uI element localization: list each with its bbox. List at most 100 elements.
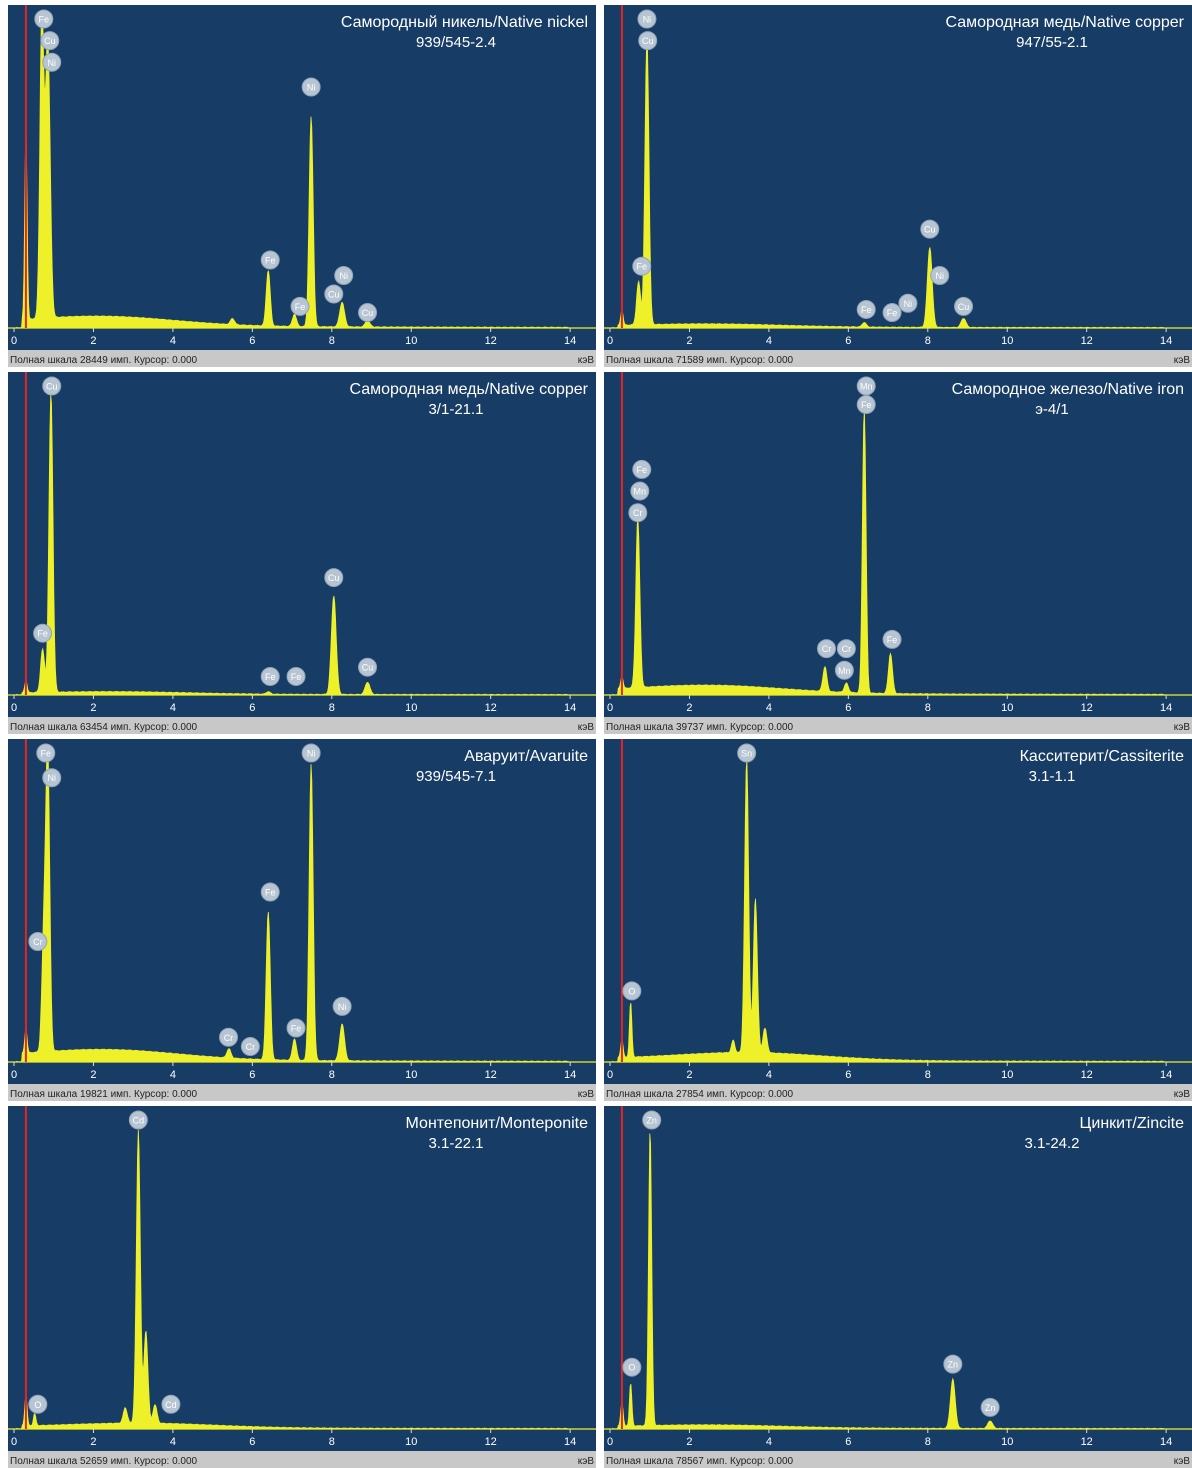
svg-text:Ni: Ni bbox=[307, 749, 316, 759]
x-tick-label: 14 bbox=[1160, 1436, 1172, 1448]
plot-area bbox=[8, 372, 596, 717]
x-tick-label: 6 bbox=[845, 1069, 851, 1081]
svg-text:Cd: Cd bbox=[133, 1116, 145, 1126]
svg-text:Fe: Fe bbox=[887, 308, 898, 318]
spectrum-series bbox=[611, 39, 1165, 329]
x-tick-label: 0 bbox=[11, 702, 17, 714]
element-label: Fe bbox=[286, 1018, 306, 1038]
x-tick-label: 12 bbox=[1081, 335, 1093, 347]
element-label: Zn bbox=[980, 1397, 1000, 1417]
svg-text:Cr: Cr bbox=[246, 1042, 256, 1052]
spectrum-panel: 0 2 4 6 8 10 12 14 Sn O Касситерит/Cassiterite 3.1-… bbox=[604, 739, 1192, 1101]
status-bar bbox=[604, 717, 1192, 734]
x-tick-label: 10 bbox=[1001, 335, 1013, 347]
svg-text:Ni: Ni bbox=[935, 271, 944, 281]
element-label: Cd bbox=[161, 1394, 181, 1414]
spectrum-chart: 0 2 4 6 8 10 12 14 Cu Fe Cu Fe Fe Cu Самородная медь/N… bbox=[8, 372, 596, 734]
svg-text:Fe: Fe bbox=[861, 305, 872, 315]
x-tick-label: 10 bbox=[1001, 1069, 1013, 1081]
spectrum-chart: 0 2 4 6 8 10 12 14 Zn O Zn Zn Цинкит/Zincite3.1-24.2… bbox=[604, 1106, 1192, 1468]
svg-text:Cu: Cu bbox=[958, 302, 970, 312]
unit-label: кэВ bbox=[1174, 1089, 1191, 1100]
x-tick-label: 8 bbox=[329, 335, 335, 347]
spectrum-series bbox=[15, 751, 569, 1063]
x-tick-label: 4 bbox=[170, 702, 176, 714]
svg-text:Ni: Ni bbox=[643, 15, 652, 25]
element-label: Sn bbox=[737, 743, 757, 763]
element-label: Cr bbox=[240, 1037, 260, 1057]
x-tick-label: 8 bbox=[329, 1069, 335, 1081]
svg-text:Zn: Zn bbox=[948, 1360, 959, 1370]
x-tick-label: 4 bbox=[170, 335, 176, 347]
unit-label: кэВ bbox=[578, 1089, 595, 1100]
status-bar bbox=[604, 1084, 1192, 1101]
svg-text:O: O bbox=[34, 1400, 41, 1410]
element-label: O bbox=[622, 1357, 642, 1377]
svg-text:Cu: Cu bbox=[44, 36, 56, 46]
element-label: Cu bbox=[638, 31, 658, 51]
x-tick-label: 12 bbox=[485, 335, 497, 347]
svg-text:Fe: Fe bbox=[265, 888, 276, 898]
x-tick-label: 10 bbox=[1001, 1436, 1013, 1448]
element-label: Cu bbox=[358, 657, 378, 677]
x-tick-label: 10 bbox=[405, 335, 417, 347]
svg-text:Fe: Fe bbox=[41, 749, 52, 759]
spectrum-panel: 0 2 4 6 8 10 12 14 Ni Cu Fe Cu Ni Fe Fe Ni Cu Самородная … bbox=[604, 5, 1192, 367]
x-tick-label: 6 bbox=[845, 335, 851, 347]
svg-text:Cu: Cu bbox=[642, 36, 654, 46]
unit-label: кэВ bbox=[1174, 355, 1191, 366]
element-label: Cu bbox=[920, 219, 940, 239]
element-label: Ni bbox=[930, 265, 950, 285]
element-label: Cu bbox=[42, 376, 62, 396]
svg-text:Mn: Mn bbox=[838, 666, 851, 676]
plot-area bbox=[604, 372, 1192, 717]
svg-text:Mn: Mn bbox=[860, 382, 873, 392]
element-label: O bbox=[622, 981, 642, 1001]
element-label: Mn bbox=[630, 481, 650, 501]
x-tick-label: 4 bbox=[766, 1069, 772, 1081]
x-tick-label: 8 bbox=[925, 1069, 931, 1081]
plot-area bbox=[604, 5, 1192, 350]
spectrum-sample-id: 939/545-2.4 bbox=[416, 34, 496, 51]
spectrum-title: Монтепонит/Monteponite bbox=[406, 1115, 589, 1132]
element-label: Fe bbox=[260, 250, 280, 270]
spectrum-series bbox=[15, 1129, 569, 1430]
spectrum-sample-id: 3.1-22.1 bbox=[428, 1135, 483, 1152]
svg-text:Ni: Ni bbox=[338, 1002, 347, 1012]
spectrum-chart: 0 2 4 6 8 10 12 14 Fe Cu Ni Ni Fe Fe Ni Cu Cu Самородный … bbox=[8, 5, 596, 367]
status-bar bbox=[8, 717, 596, 734]
unit-label: кэВ bbox=[578, 355, 595, 366]
svg-text:Fe: Fe bbox=[637, 465, 648, 475]
x-tick-label: 10 bbox=[405, 1069, 417, 1081]
spectrum-title: Самородное железо/Native iron bbox=[952, 381, 1184, 398]
spectrum-panel: 0 2 4 6 8 10 12 14 Cu Fe Cu Fe Fe Cu Самородная медь/N… bbox=[8, 372, 596, 734]
status-bar bbox=[8, 350, 596, 367]
svg-text:Fe: Fe bbox=[291, 672, 302, 682]
svg-text:Ni: Ni bbox=[47, 58, 56, 68]
svg-text:Cu: Cu bbox=[46, 382, 58, 392]
x-tick-label: 8 bbox=[925, 335, 931, 347]
spectrum-chart: 0 2 4 6 8 10 12 14 Cd O Cd Монтепонит/Monteponite 3.… bbox=[8, 1106, 596, 1468]
element-label: Fe bbox=[36, 743, 56, 763]
element-label: Cr bbox=[28, 931, 48, 951]
status-text: Полная шкала 19821 имп. Курсор: 0.000 bbox=[10, 1089, 198, 1100]
element-label: Ni bbox=[332, 996, 352, 1016]
x-tick-label: 0 bbox=[607, 1436, 613, 1448]
svg-text:Fe: Fe bbox=[295, 302, 306, 312]
x-tick-label: 0 bbox=[607, 702, 613, 714]
x-tick-label: 0 bbox=[607, 335, 613, 347]
x-tick-label: 6 bbox=[249, 702, 255, 714]
svg-text:O: O bbox=[628, 986, 635, 996]
unit-label: кэВ bbox=[578, 722, 595, 733]
plot-area bbox=[604, 739, 1192, 1084]
svg-text:Zn: Zn bbox=[985, 1403, 996, 1413]
svg-text:Fe: Fe bbox=[291, 1024, 302, 1034]
x-tick-label: 14 bbox=[564, 1436, 576, 1448]
plot-area bbox=[8, 1106, 596, 1451]
status-bar bbox=[604, 350, 1192, 367]
svg-text:Cd: Cd bbox=[165, 1400, 177, 1410]
status-text: Полная шкала 39737 имп. Курсор: 0.000 bbox=[606, 722, 794, 733]
svg-text:Fe: Fe bbox=[637, 262, 648, 272]
svg-text:Cr: Cr bbox=[842, 644, 852, 654]
spectrum-panel: 0 2 4 6 8 10 12 14 Zn O Zn Zn Цинкит/Zincite 3.1-24.2… bbox=[604, 1106, 1192, 1468]
